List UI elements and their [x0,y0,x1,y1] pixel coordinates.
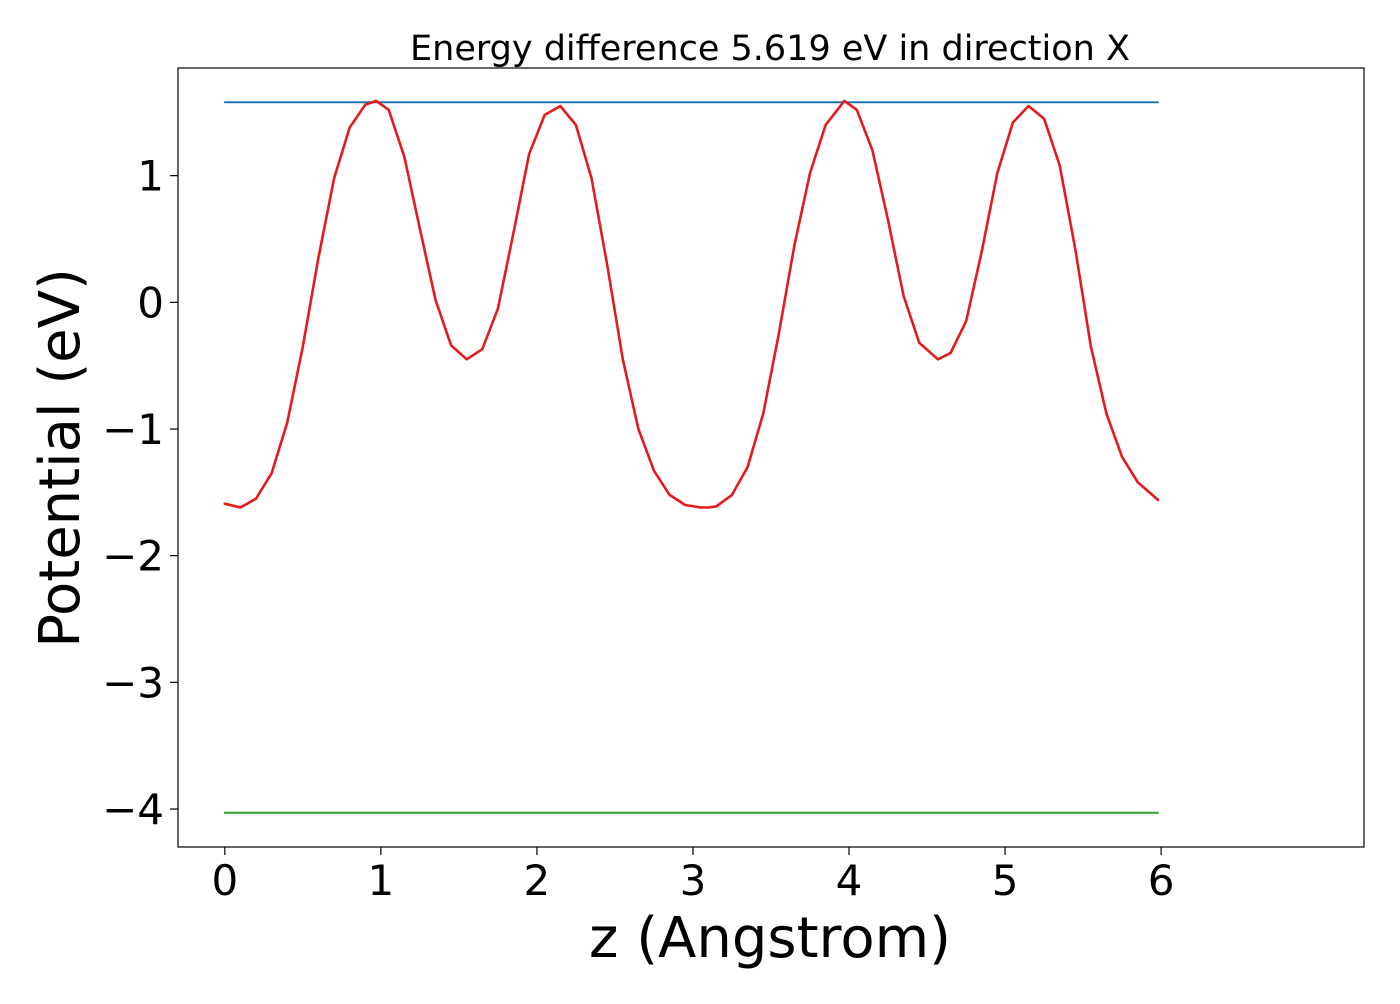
y-tick-label: −2 [102,532,164,581]
series-line-red [223,99,1160,509]
y-tick-label: 0 [137,278,164,327]
y-tick-label: 1 [137,152,164,201]
y-tick-label: −4 [102,785,164,834]
x-tick-label: 5 [992,856,1019,905]
x-tick-label: 3 [680,856,707,905]
x-tick-label: 0 [211,856,238,905]
x-tick-label: 2 [524,856,551,905]
x-tick-label: 1 [368,856,395,905]
x-axis-label: z (Angstrom) [589,906,951,971]
plot-area: 0 1 2 3 4 5 6 1 0 −1 −2 −3 −4 [102,99,1175,905]
y-tick-label: −1 [102,405,164,454]
axes-frame [177,67,1365,848]
x-tick-label: 6 [1148,856,1175,905]
chart-title: Energy difference 5.619 eV in direction … [410,29,1130,69]
y-axis-label: Potential (eV) [28,268,93,648]
y-tick-label: −3 [102,658,164,707]
x-tick-label: 4 [836,856,863,905]
